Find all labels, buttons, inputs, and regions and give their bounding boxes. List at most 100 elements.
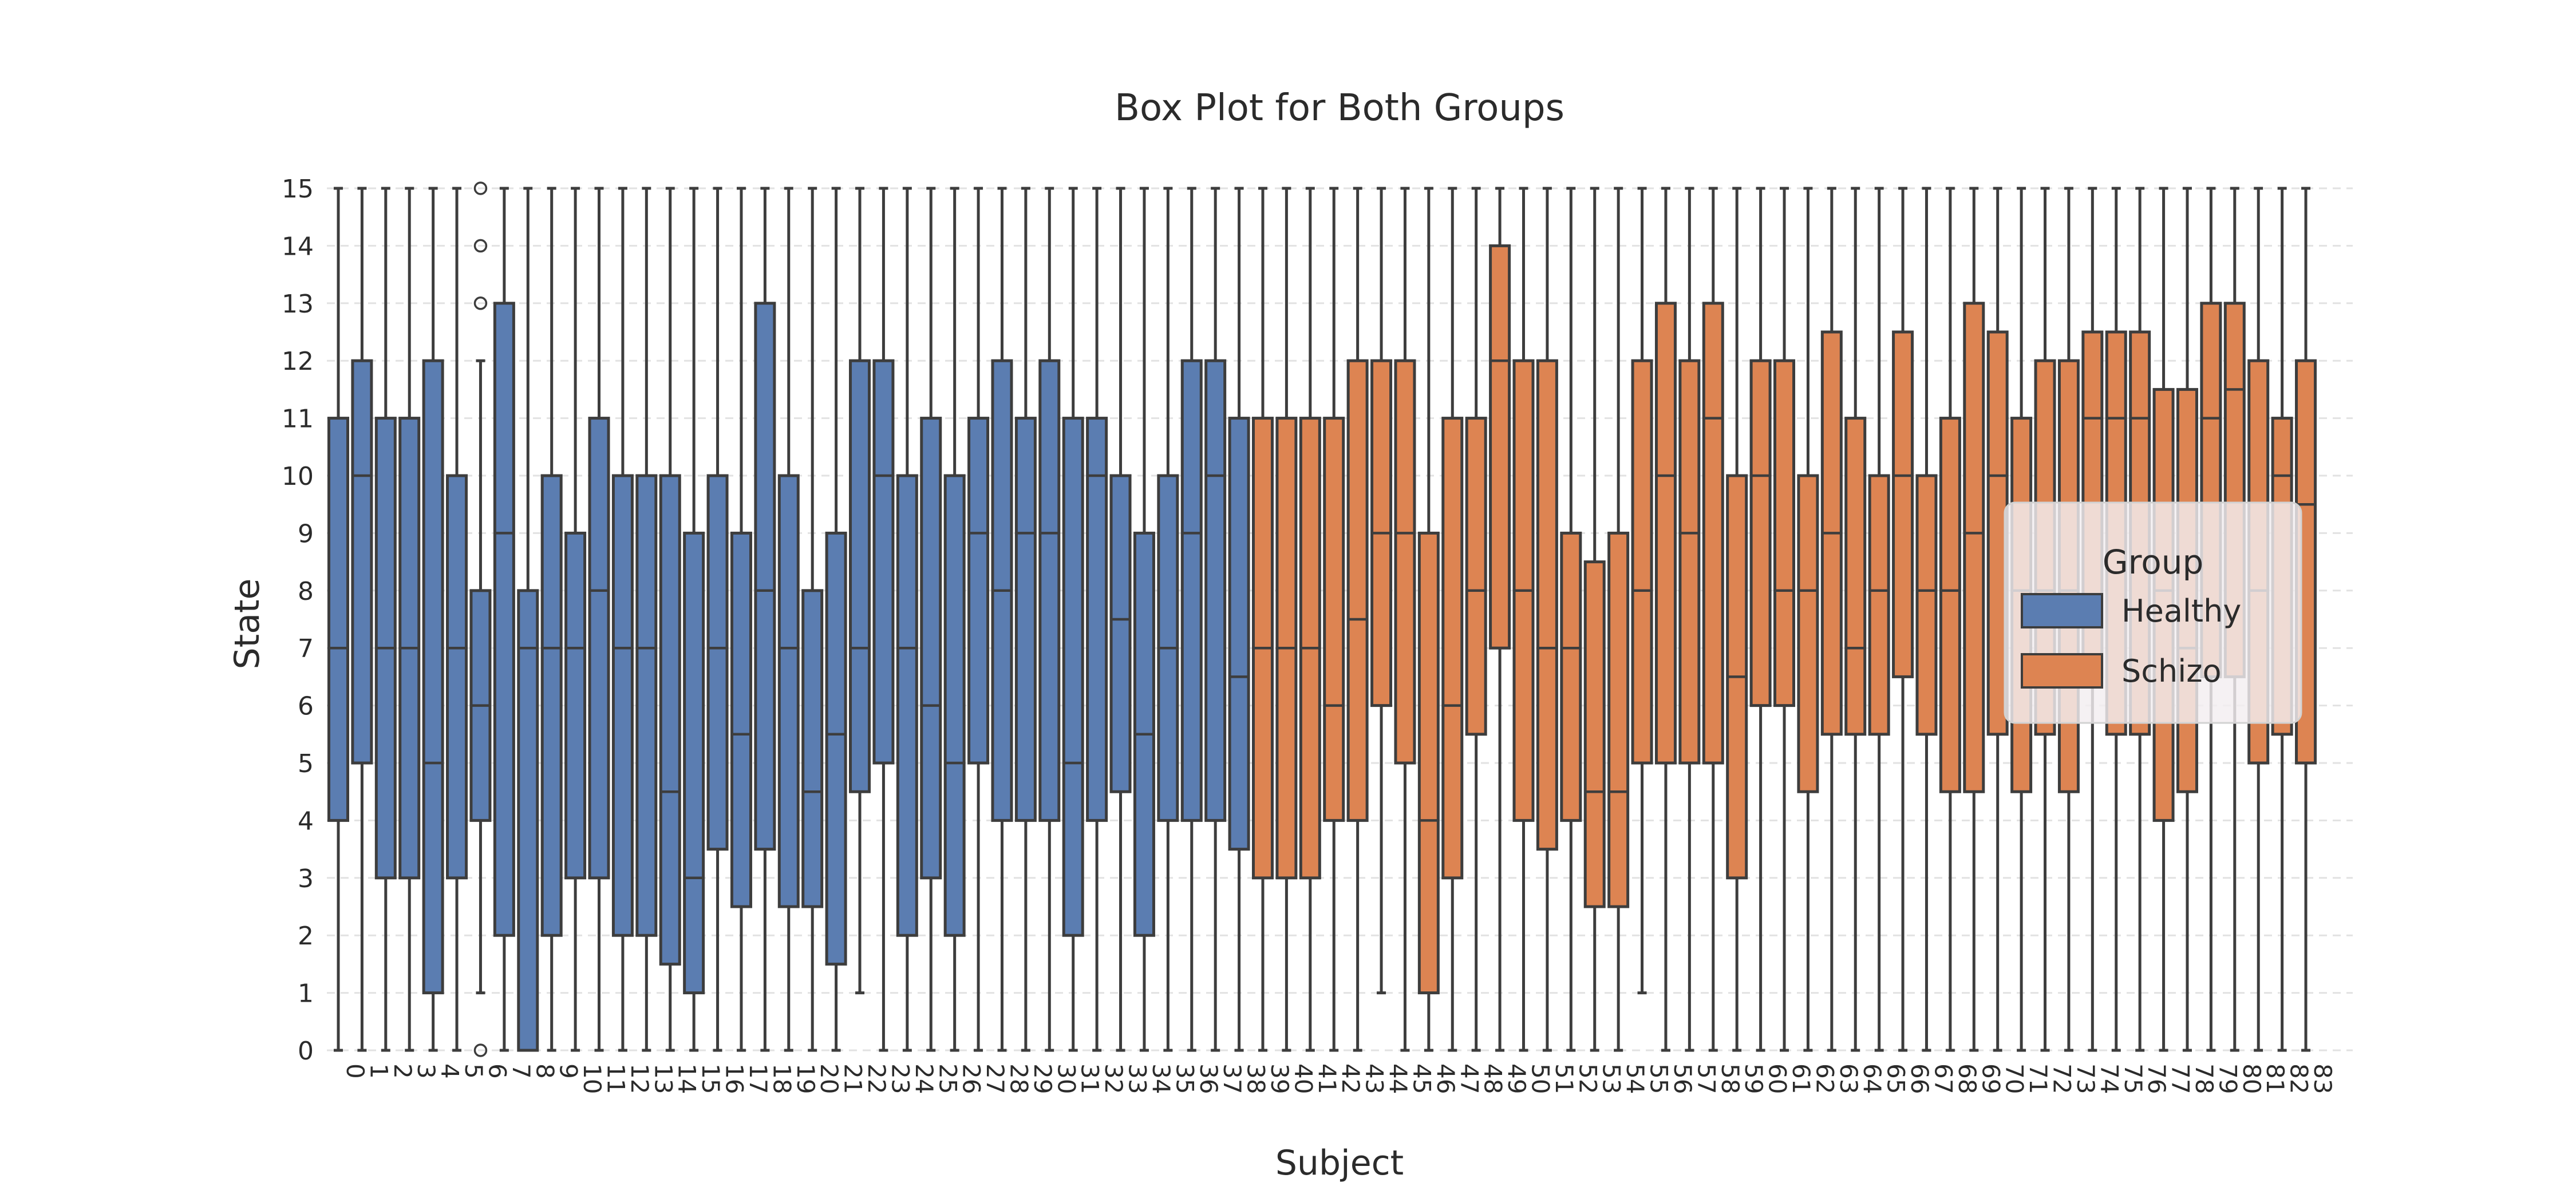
box-subject-44 (1370, 187, 1393, 995)
y-tick-label-7: 7 (298, 634, 314, 663)
box-subject-9 (540, 187, 563, 1052)
box-rect (1180, 359, 1203, 822)
box-rect (801, 589, 824, 908)
box-rect (706, 474, 729, 851)
box-subject-50 (1512, 187, 1535, 1052)
x-tick-label-45: 45 (1408, 1063, 1436, 1094)
x-tick-label-18: 18 (768, 1063, 796, 1094)
box-rect (1749, 359, 1772, 707)
x-tick-label-24: 24 (910, 1063, 938, 1094)
boxes-layer (327, 181, 2317, 1057)
box-rect (422, 359, 444, 995)
y-tick-label-3: 3 (298, 864, 314, 893)
box-subject-7 (493, 187, 515, 1052)
x-tick-label-36: 36 (1195, 1063, 1223, 1094)
box-rect (327, 417, 349, 822)
x-tick-label-65: 65 (1882, 1063, 1910, 1094)
box-rect (1086, 417, 1108, 822)
box-rect (1536, 359, 1558, 851)
x-tick-label-37: 37 (1218, 1063, 1246, 1094)
x-tick-label-1: 1 (365, 1063, 393, 1079)
flier-point (473, 296, 488, 310)
box-rect (635, 474, 658, 937)
box-rect (872, 359, 895, 765)
box-subject-8 (517, 187, 539, 1052)
box-rect (754, 302, 776, 851)
box-rect (564, 531, 587, 880)
x-tick-label-50: 50 (1527, 1063, 1555, 1094)
x-tick-label-60: 60 (1764, 1063, 1792, 1094)
box-rect (1346, 359, 1369, 822)
box-subject-6 (469, 181, 492, 1057)
box-subject-47 (1441, 187, 1464, 1052)
chart-title: Box Plot for Both Groups (1115, 87, 1564, 129)
x-tick-label-27: 27 (981, 1063, 1009, 1094)
x-tick-label-73: 73 (2072, 1063, 2100, 1094)
box-subject-46 (1417, 187, 1440, 1052)
x-tick-label-34: 34 (1147, 1063, 1175, 1094)
x-tick-label-15: 15 (697, 1063, 725, 1094)
x-tick-label-66: 66 (1906, 1063, 1934, 1094)
x-tick-label-70: 70 (2001, 1063, 2029, 1094)
x-tick-label-0: 0 (341, 1063, 369, 1079)
x-tick-label-28: 28 (1005, 1063, 1033, 1094)
box-rect (1038, 359, 1061, 822)
x-tick-label-11: 11 (602, 1063, 630, 1094)
x-tick-label-76: 76 (2143, 1063, 2171, 1094)
x-tick-label-56: 56 (1669, 1063, 1697, 1094)
x-tick-label-80: 80 (2238, 1063, 2266, 1094)
x-tick-label-17: 17 (744, 1063, 772, 1094)
x-tick-label-26: 26 (958, 1063, 986, 1094)
box-rect (1844, 417, 1867, 736)
box-rect (1228, 417, 1250, 851)
box-subject-3 (398, 187, 421, 1052)
box-rect (730, 531, 752, 908)
box-rect (1678, 359, 1701, 765)
flier-point (473, 181, 488, 195)
box-subject-39 (1251, 187, 1274, 1052)
box-subject-62 (1797, 187, 1819, 1052)
box-subject-45 (1394, 187, 1416, 1052)
box-subject-12 (611, 187, 634, 1052)
legend-swatch-schizo (2021, 653, 2103, 689)
box-subject-58 (1702, 187, 1724, 1052)
box-rect (1654, 302, 1677, 765)
box-rect (1560, 531, 1582, 822)
x-tick-label-75: 75 (2119, 1063, 2147, 1094)
x-tick-label-69: 69 (1977, 1063, 2005, 1094)
x-tick-label-29: 29 (1029, 1063, 1057, 1094)
box-subject-21 (825, 187, 847, 1052)
x-tick-label-59: 59 (1740, 1063, 1768, 1094)
x-tick-label-46: 46 (1432, 1063, 1460, 1094)
box-subject-28 (991, 187, 1013, 1052)
box-rect (825, 531, 847, 966)
box-rect (611, 474, 634, 937)
x-tick-label-16: 16 (721, 1063, 749, 1094)
x-tick-label-9: 9 (555, 1063, 583, 1079)
x-tick-label-72: 72 (2048, 1063, 2076, 1094)
x-tick-label-10: 10 (578, 1063, 606, 1094)
x-tick-label-40: 40 (1289, 1063, 1317, 1094)
box-subject-49 (1489, 187, 1511, 1052)
box-subject-20 (801, 187, 824, 1052)
box-rect (967, 417, 990, 765)
flier-point (473, 1043, 488, 1057)
x-tick-label-61: 61 (1787, 1063, 1815, 1094)
box-subject-27 (967, 187, 990, 1052)
box-rect (446, 474, 468, 880)
box-subject-26 (943, 187, 966, 1052)
box-rect (1915, 474, 1938, 736)
legend-label-healthy: Healthy (2121, 593, 2241, 629)
box-rect (1631, 359, 1653, 765)
box-rect (943, 474, 966, 937)
box-rect (1939, 417, 1961, 793)
box-subject-61 (1773, 187, 1796, 1052)
x-tick-label-68: 68 (1953, 1063, 1981, 1094)
box-subject-41 (1299, 187, 1321, 1052)
y-tick-label-5: 5 (298, 749, 314, 778)
box-subject-37 (1204, 187, 1227, 1052)
x-tick-label-35: 35 (1171, 1063, 1199, 1094)
box-subject-52 (1560, 187, 1582, 1052)
x-tick-label-48: 48 (1479, 1063, 1507, 1094)
